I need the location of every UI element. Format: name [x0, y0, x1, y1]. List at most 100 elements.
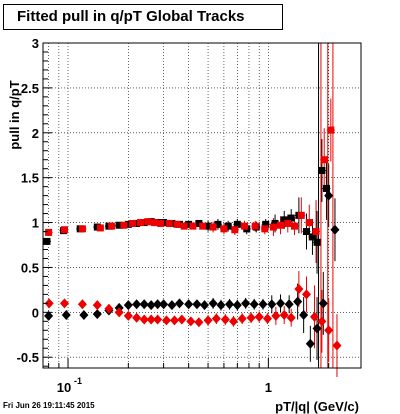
data-point-diamond	[92, 300, 102, 311]
data-point-square	[108, 222, 116, 230]
data-point-diamond	[294, 283, 304, 294]
data-point-diamond	[312, 323, 322, 334]
y-tick-label: -0.5	[17, 350, 39, 365]
data-point-square	[60, 226, 68, 234]
data-point-diamond	[305, 338, 315, 349]
y-tick-label: 3	[32, 36, 39, 51]
data-point-square	[199, 222, 207, 230]
x-tick-label-1: 1	[265, 380, 272, 395]
data-point-diamond	[284, 299, 294, 310]
data-point-diamond	[159, 299, 169, 310]
data-point-diamond	[229, 316, 239, 327]
data-point-square	[133, 219, 141, 227]
data-point-diamond	[203, 315, 213, 326]
data-point-square	[78, 225, 86, 233]
data-point-diamond	[225, 299, 235, 310]
y-tick-label: 0.5	[21, 260, 39, 275]
data-point-diamond	[324, 325, 334, 336]
data-point-square	[224, 222, 232, 230]
data-point-square	[45, 228, 53, 236]
data-point-square	[269, 223, 277, 231]
chart-title: Fitted pull in q/pT Global Tracks	[3, 4, 283, 30]
data-point-square	[180, 222, 188, 230]
data-point-square	[140, 219, 148, 227]
data-point-square	[195, 219, 203, 227]
data-point-square	[124, 220, 132, 228]
x-tick-label-0.1: 10	[57, 380, 71, 395]
data-point-diamond	[77, 299, 87, 310]
data-point-diamond	[79, 310, 89, 321]
data-point-diamond	[104, 303, 114, 314]
data-point-square	[129, 219, 137, 227]
data-point-square	[313, 238, 321, 246]
data-point-diamond	[271, 310, 281, 321]
y-tick-label: 1.5	[21, 171, 39, 186]
data-point-square	[302, 228, 310, 236]
data-point-diamond	[123, 310, 133, 321]
data-point-diamond	[276, 298, 286, 309]
data-point-diamond	[192, 299, 202, 310]
data-point-square	[322, 184, 330, 192]
data-point-diamond	[293, 296, 303, 307]
data-point-diamond	[317, 316, 327, 327]
axes: -0.5 0 0.5 1 1.5 2 2.5 3 10 -1 1	[17, 36, 330, 395]
data-point-square	[120, 221, 128, 229]
y-tick-label: 1	[32, 216, 39, 231]
data-points	[43, 126, 342, 351]
data-point-diamond	[232, 300, 242, 311]
data-point-square	[150, 219, 158, 227]
data-point-square	[136, 219, 144, 227]
y-axis-label: pull in q/pT	[7, 80, 22, 149]
data-point-diamond	[216, 300, 226, 311]
data-point-diamond	[299, 310, 309, 321]
y-tick-label: 0	[32, 305, 39, 320]
data-point-diamond	[286, 312, 296, 323]
data-point-square	[185, 220, 193, 228]
data-point-square	[287, 214, 295, 222]
data-point-diamond	[254, 311, 264, 322]
data-point-square	[320, 156, 328, 164]
x-tick-exponent: -1	[74, 376, 82, 386]
data-point-diamond	[114, 307, 124, 318]
data-point-square	[233, 220, 241, 228]
data-point-square	[305, 219, 313, 227]
data-point-square	[251, 222, 259, 230]
data-point-diamond	[153, 299, 163, 310]
data-point-diamond	[132, 299, 142, 310]
data-point-square	[240, 222, 248, 230]
data-point-square	[297, 211, 305, 219]
data-point-square	[271, 219, 279, 227]
data-point-diamond	[146, 314, 156, 325]
data-point-square	[115, 221, 123, 229]
data-point-diamond	[200, 300, 210, 311]
timestamp: Fri Jun 26 19:11:45 2015	[3, 401, 95, 410]
data-point-diamond	[153, 314, 163, 325]
data-point-diamond	[318, 298, 328, 309]
data-point-diamond	[246, 312, 256, 323]
data-point-square	[261, 225, 269, 233]
data-point-diamond	[92, 309, 102, 320]
data-point-diamond	[139, 299, 149, 310]
data-point-diamond	[237, 313, 247, 324]
data-point-square	[231, 226, 239, 234]
data-point-diamond	[194, 317, 204, 328]
y-tick-label: 2	[32, 126, 39, 141]
data-point-diamond	[132, 312, 142, 323]
y-tick-label: 2.5	[21, 81, 39, 96]
data-point-square	[173, 220, 181, 228]
data-point-diamond	[44, 298, 54, 309]
data-point-square	[209, 223, 217, 231]
data-point-diamond	[161, 315, 171, 326]
data-point-diamond	[146, 300, 156, 311]
data-point-square	[277, 221, 285, 229]
data-point-square	[318, 166, 326, 174]
data-point-square	[214, 220, 222, 228]
data-point-diamond	[123, 300, 133, 311]
data-point-diamond	[186, 316, 196, 327]
data-point-diamond	[139, 314, 149, 325]
data-point-diamond	[177, 314, 187, 325]
x-axis-label: pT/|q| (GeV/c)	[275, 399, 359, 414]
data-point-diamond	[167, 300, 177, 311]
data-point-square	[312, 228, 320, 236]
